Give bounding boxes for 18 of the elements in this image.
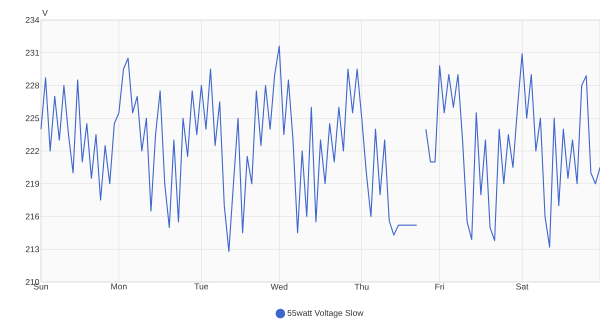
x-tick-label: Wed — [270, 284, 288, 290]
y-tick-label: 231 — [26, 50, 40, 56]
legend-label: 55watt Voltage Slow — [288, 310, 364, 318]
y-axis-title: V — [42, 10, 48, 16]
y-tick-label: 234 — [26, 17, 40, 23]
x-tick-label: Sun — [34, 284, 48, 290]
x-tick-label: Fri — [435, 284, 444, 290]
y-tick-label: 213 — [26, 246, 40, 252]
y-tick-label: 219 — [26, 180, 40, 187]
y-tick-label: 216 — [26, 214, 40, 220]
y-tick-label: 228 — [26, 82, 40, 88]
x-tick-label: Mon — [111, 284, 127, 290]
x-tick-label: Thu — [354, 284, 368, 290]
x-tick-label: Tue — [194, 284, 208, 290]
y-tick-label: 225 — [26, 115, 40, 122]
x-tick-label: Sat — [516, 284, 528, 290]
y-tick-label: 210 — [26, 279, 40, 285]
y-tick-label: 222 — [26, 148, 40, 154]
